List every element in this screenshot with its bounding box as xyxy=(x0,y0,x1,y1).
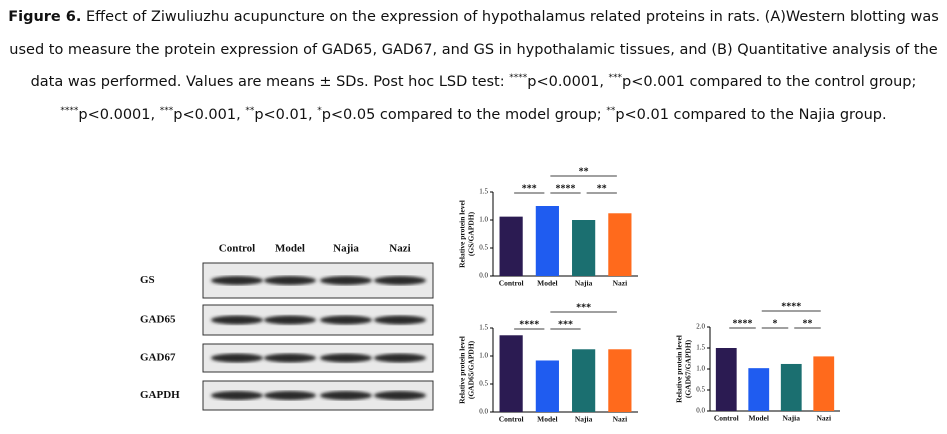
lane-label: Control xyxy=(219,243,255,255)
y-axis-label: Relative protein level xyxy=(458,200,467,268)
caption-text: p<0.01 compared to the Najia group. xyxy=(615,106,887,123)
y-tick-label: 0.5 xyxy=(479,244,488,252)
y-axis-label: (GS/GAPDH) xyxy=(467,211,476,256)
significance-label: **** xyxy=(519,319,539,330)
blot-band xyxy=(374,315,426,325)
bar xyxy=(780,363,802,411)
row-label: GS xyxy=(140,274,155,286)
bar xyxy=(499,216,523,276)
blot-band xyxy=(374,276,426,285)
x-tick-label: Nazi xyxy=(613,415,628,424)
caption-superscript: *** xyxy=(159,105,174,116)
y-tick-label: 1.5 xyxy=(696,344,705,352)
y-axis-label: Relative protein level xyxy=(675,335,684,403)
bar xyxy=(608,213,632,276)
y-tick-label: 0.0 xyxy=(479,272,488,280)
blot-band xyxy=(320,315,372,325)
bar xyxy=(715,348,737,411)
y-tick-label: 0.5 xyxy=(696,386,705,394)
blot-band xyxy=(320,276,372,285)
significance-label: **** xyxy=(733,318,753,329)
y-axis-label: (GAD67/GAPDH) xyxy=(684,339,693,398)
bar xyxy=(535,206,559,276)
x-tick-label: Najia xyxy=(783,414,801,423)
bar xyxy=(608,349,632,412)
x-tick-label: Nazi xyxy=(816,414,831,423)
caption-text: p<0.0001, xyxy=(527,74,609,90)
caption-text: p<0.0001, xyxy=(78,106,160,123)
significance-label: * xyxy=(773,318,778,329)
y-tick-label: 0.0 xyxy=(696,407,705,415)
row-label: GAPDH xyxy=(140,389,180,401)
caption-superscript: ** xyxy=(606,105,616,116)
blot-band xyxy=(264,315,316,325)
x-tick-label: Model xyxy=(537,279,557,288)
row-label: GAD67 xyxy=(140,352,176,364)
x-tick-label: Nazi xyxy=(613,279,628,288)
significance-label: ** xyxy=(803,318,813,329)
caption-superscript: *** xyxy=(608,73,623,84)
lane-label: Nazi xyxy=(389,243,410,255)
caption-superscript: ** xyxy=(245,105,255,116)
blot-band xyxy=(211,391,263,400)
blot-band xyxy=(374,353,426,363)
bar xyxy=(535,360,559,412)
significance-label: ** xyxy=(579,166,589,177)
y-tick-label: 0.0 xyxy=(479,408,488,416)
blot-band xyxy=(320,353,372,363)
row-label: GAD65 xyxy=(140,314,176,326)
caption-superscript: * xyxy=(317,105,322,116)
significance-label: *** xyxy=(558,319,573,330)
lane-label: Najia xyxy=(333,243,359,255)
x-tick-label: Model xyxy=(749,414,769,423)
blot-band xyxy=(264,353,316,363)
significance-label: *** xyxy=(522,183,537,194)
significance-label: *** xyxy=(576,302,591,313)
bar xyxy=(748,368,770,411)
bar xyxy=(572,349,596,412)
y-axis-label: Relative protein level xyxy=(458,336,467,404)
blot-band xyxy=(211,276,263,285)
caption-text: p<0.05 compared to the model group; xyxy=(321,106,607,123)
caption-superscript: **** xyxy=(60,105,79,116)
y-tick-label: 1.0 xyxy=(479,352,488,360)
x-tick-label: Control xyxy=(714,414,739,423)
y-tick-label: 1.5 xyxy=(479,324,488,332)
x-tick-label: Control xyxy=(499,279,524,288)
caption-text: p<0.01, xyxy=(254,106,318,123)
y-tick-label: 1.0 xyxy=(696,365,705,373)
caption-text: p<0.001, xyxy=(173,106,246,123)
blot-band xyxy=(211,315,263,325)
caption-superscript: **** xyxy=(509,73,528,84)
caption-label: Figure 6. xyxy=(8,9,82,25)
y-tick-label: 0.5 xyxy=(479,380,488,388)
caption-text: Effect of Ziwuliuzhu acupuncture on the … xyxy=(9,9,939,90)
caption-text: p<0.001 compared to the control group; xyxy=(622,74,917,90)
x-tick-label: Model xyxy=(537,415,557,424)
x-tick-label: Control xyxy=(499,415,524,424)
lane-label: Model xyxy=(275,243,305,255)
significance-label: ** xyxy=(597,183,607,194)
y-axis-label: (GAD65/GAPDH) xyxy=(467,340,476,399)
bar xyxy=(572,220,596,276)
blot-band xyxy=(320,391,372,400)
y-tick-label: 2.0 xyxy=(696,323,705,331)
blot-band xyxy=(264,276,316,285)
bar xyxy=(499,335,523,412)
x-tick-label: Najia xyxy=(575,415,593,424)
y-tick-label: 1.5 xyxy=(479,188,488,196)
figure-caption: Figure 6. Effect of Ziwuliuzhu acupunctu… xyxy=(8,1,939,131)
significance-label: **** xyxy=(556,183,576,194)
bar xyxy=(813,356,835,411)
blot-band xyxy=(374,391,426,400)
blot-band xyxy=(264,391,316,400)
significance-label: **** xyxy=(781,301,801,312)
y-tick-label: 1.0 xyxy=(479,216,488,224)
x-tick-label: Najia xyxy=(575,279,593,288)
blot-band xyxy=(211,353,263,363)
